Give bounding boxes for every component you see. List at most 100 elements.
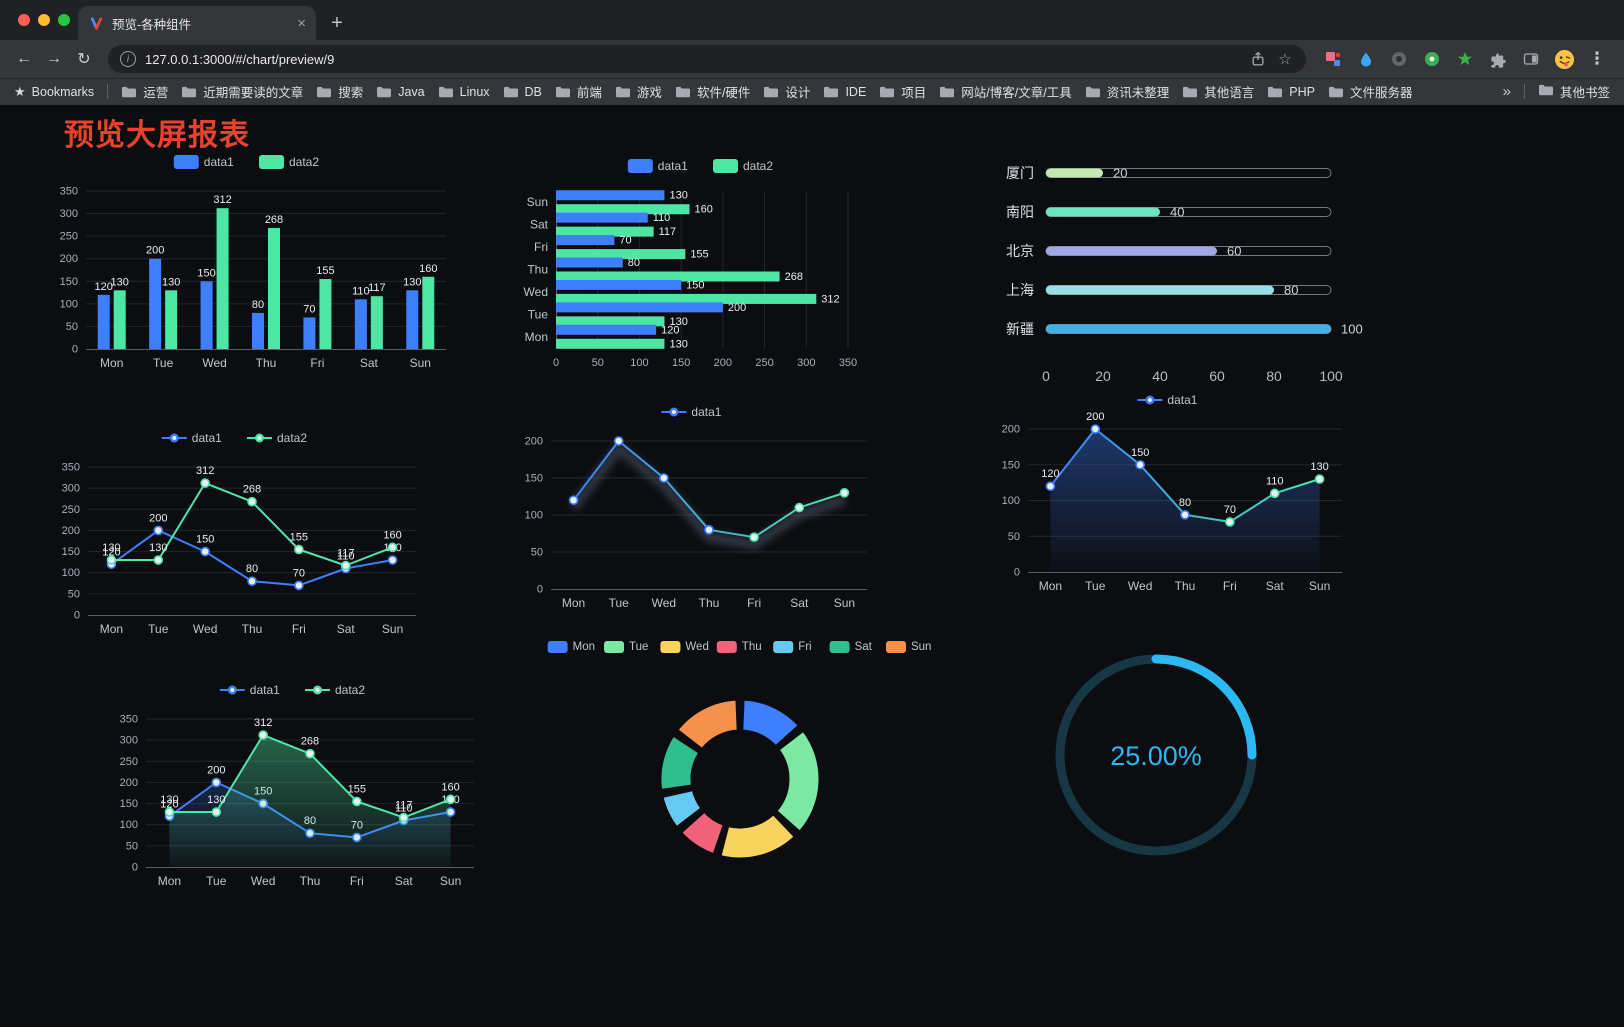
back-button[interactable]: ← — [16, 50, 32, 67]
bookmark-folder-item[interactable]: IDE — [823, 85, 866, 99]
svg-text:50: 50 — [592, 357, 604, 369]
svg-text:Fri: Fri — [534, 240, 548, 254]
tab-title: 预览-各种组件 — [112, 17, 192, 32]
profile-avatar[interactable] — [1553, 48, 1575, 70]
extension-grid-icon[interactable] — [1322, 48, 1344, 70]
bookmarks-root-item[interactable]: ★ Bookmarks — [14, 84, 94, 100]
folder-icon — [376, 85, 392, 99]
extension-dark-circle-icon[interactable] — [1388, 48, 1410, 70]
bookmark-star-icon[interactable]: ☆ — [1278, 51, 1292, 68]
svg-text:Wed: Wed — [251, 874, 275, 888]
svg-text:117: 117 — [337, 548, 355, 560]
svg-text:40: 40 — [1152, 368, 1168, 384]
chart-canvas: 厦门 20 南阳 40 北京 60 上海 80 新疆 100 0 20 40 60 80 100 — [1006, 165, 1363, 384]
address-bar[interactable]: i 127.0.0.1:3000/#/chart/preview/9 ☆ — [108, 45, 1306, 73]
svg-text:Tue: Tue — [528, 307, 549, 321]
svg-text:Wed: Wed — [202, 356, 226, 370]
bookmark-folder-item[interactable]: 资讯未整理 — [1085, 82, 1169, 101]
window-close-button[interactable] — [18, 14, 30, 26]
svg-text:20: 20 — [1095, 368, 1111, 384]
extension-green-circle-icon[interactable] — [1421, 48, 1443, 70]
tab-strip: 预览-各种组件 × + — [0, 0, 1624, 40]
bookmark-folder-item[interactable]: 文件服务器 — [1328, 82, 1412, 101]
bookmark-folder-item[interactable]: 其他语言 — [1182, 82, 1254, 101]
url-text[interactable]: 127.0.0.1:3000/#/chart/preview/9 — [145, 51, 335, 67]
folder-icon — [675, 85, 691, 99]
svg-text:150: 150 — [196, 534, 214, 546]
svg-text:北京: 北京 — [1006, 243, 1034, 259]
svg-text:130: 130 — [207, 794, 225, 806]
extension-green-star-icon[interactable] — [1454, 48, 1476, 70]
svg-text:80: 80 — [246, 563, 258, 575]
svg-text:350: 350 — [120, 714, 138, 726]
side-panel-icon[interactable] — [1520, 48, 1542, 70]
bookmark-folder-item[interactable]: Linux — [438, 85, 490, 99]
window-controls — [18, 14, 70, 26]
svg-text:Thu: Thu — [242, 622, 263, 636]
svg-text:Thu: Thu — [300, 874, 321, 888]
svg-text:110: 110 — [337, 550, 355, 562]
svg-text:80: 80 — [1284, 283, 1298, 298]
bookmark-folder-item[interactable]: 网站/博客/文章/工具 — [939, 82, 1072, 101]
bookmark-folder-item[interactable]: DB — [503, 85, 542, 99]
reload-button[interactable]: ↻ — [77, 51, 91, 68]
bookmark-folder-item[interactable]: 运营 — [121, 82, 168, 101]
browser-menu-icon[interactable]: ⋮ — [1588, 49, 1606, 68]
svg-text:Mon: Mon — [525, 330, 548, 344]
extensions-area: ⋮ — [1316, 48, 1614, 70]
tab-favicon-icon — [88, 15, 104, 31]
svg-text:data1: data1 — [658, 159, 688, 173]
other-bookmarks-item[interactable]: 其他书签 — [1538, 82, 1610, 101]
bookmark-label: DB — [524, 84, 542, 99]
bookmark-folder-item[interactable]: 游戏 — [615, 82, 662, 101]
svg-text:Fri: Fri — [310, 356, 324, 370]
svg-text:130: 130 — [1310, 461, 1328, 473]
window-minimize-button[interactable] — [38, 14, 50, 26]
bookmark-folder-item[interactable]: 近期需要读的文章 — [181, 82, 303, 101]
bookmark-folder-item[interactable]: Java — [376, 85, 425, 99]
svg-text:312: 312 — [196, 465, 214, 477]
browser-tab[interactable]: 预览-各种组件 × — [78, 6, 316, 40]
chart-horizontal-bar: data1 data2 0 50 100 150 200 250 300 350 Sun 130 160… — [508, 151, 900, 376]
svg-text:120: 120 — [1041, 468, 1059, 480]
svg-text:150: 150 — [1131, 447, 1149, 459]
bookmark-folder-item[interactable]: 项目 — [879, 82, 926, 101]
svg-text:Sat: Sat — [395, 874, 414, 888]
svg-text:50: 50 — [126, 840, 138, 852]
svg-text:110: 110 — [395, 802, 413, 814]
extension-drop-icon[interactable] — [1355, 48, 1377, 70]
window-zoom-button[interactable] — [58, 14, 70, 26]
svg-text:0: 0 — [1042, 368, 1050, 384]
bookmark-folder-item[interactable]: 设计 — [763, 82, 810, 101]
bookmarks-overflow-icon[interactable]: » — [1502, 83, 1511, 100]
share-icon[interactable] — [1249, 50, 1267, 68]
svg-text:150: 150 — [525, 473, 543, 485]
svg-text:130: 130 — [403, 276, 421, 288]
bookmark-folder-item[interactable]: 前端 — [555, 82, 602, 101]
svg-text:300: 300 — [62, 483, 80, 495]
site-info-icon[interactable]: i — [120, 51, 136, 67]
svg-text:Fri: Fri — [350, 874, 364, 888]
forward-button[interactable]: → — [46, 50, 62, 67]
svg-text:110: 110 — [653, 212, 671, 224]
svg-text:Mon: Mon — [158, 874, 181, 888]
tab-close-icon[interactable]: × — [297, 14, 306, 32]
svg-text:300: 300 — [797, 357, 815, 369]
svg-text:厦门: 厦门 — [1006, 165, 1034, 181]
svg-text:data1: data1 — [204, 155, 234, 169]
svg-text:130: 130 — [669, 316, 687, 328]
folder-icon — [1538, 83, 1554, 100]
svg-text:312: 312 — [213, 194, 231, 206]
bookmark-folder-item[interactable]: PHP — [1267, 85, 1315, 99]
new-tab-button[interactable]: + — [331, 11, 343, 34]
bookmark-folder-item[interactable]: 搜索 — [316, 82, 363, 101]
svg-text:155: 155 — [290, 531, 308, 543]
bookmark-folder-item[interactable]: 软件/硬件 — [675, 82, 750, 101]
dashboard-page: 预览大屏报表 data1 data2 0 50 100 150 200 250 300 350 Mo… — [0, 105, 1624, 1027]
extensions-puzzle-icon[interactable] — [1487, 48, 1509, 70]
svg-text:200: 200 — [525, 436, 543, 448]
svg-text:Sat: Sat — [360, 356, 379, 370]
other-bookmarks-label: 其他书签 — [1559, 86, 1610, 100]
svg-text:南阳: 南阳 — [1006, 204, 1034, 220]
svg-text:Mon: Mon — [100, 356, 123, 370]
